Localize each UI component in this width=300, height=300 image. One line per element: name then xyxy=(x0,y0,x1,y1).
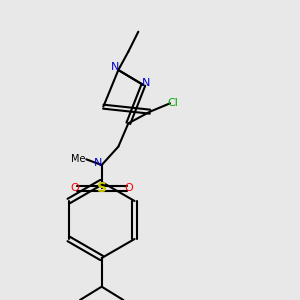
Text: N: N xyxy=(111,62,119,72)
Text: O: O xyxy=(124,183,133,193)
Text: N: N xyxy=(94,158,102,168)
Text: Cl: Cl xyxy=(168,98,178,108)
Text: Me: Me xyxy=(71,154,85,164)
Text: N: N xyxy=(142,78,151,88)
Text: S: S xyxy=(97,181,107,195)
Text: O: O xyxy=(70,183,79,193)
